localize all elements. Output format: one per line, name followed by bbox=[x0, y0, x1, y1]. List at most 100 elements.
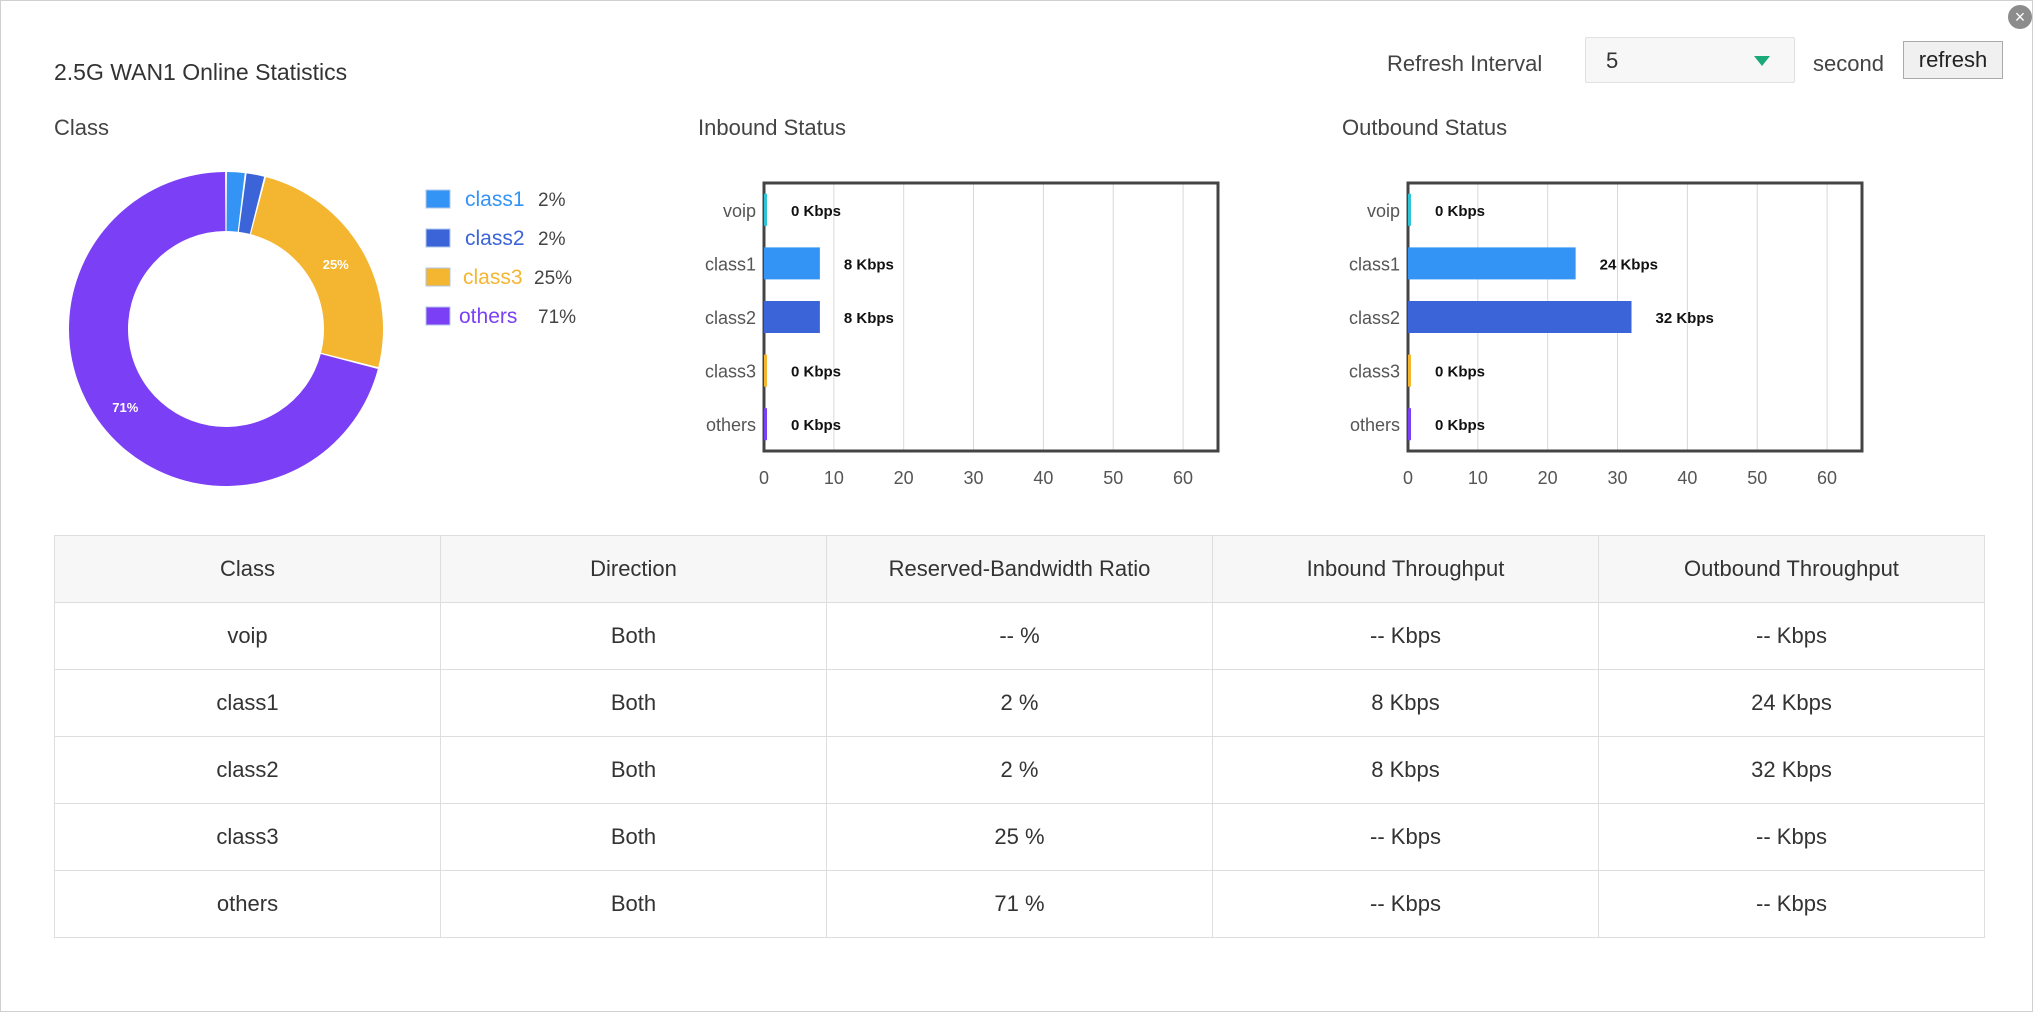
outbound-tick-label: 50 bbox=[1747, 468, 1767, 488]
table-row: class1 Both 2 % 8 Kbps 24 Kbps bbox=[54, 669, 1985, 737]
outbound-bar-others bbox=[1408, 408, 1411, 441]
inbound-bar-class3 bbox=[764, 354, 767, 387]
inbound-tick-label: 10 bbox=[824, 468, 844, 488]
pie-slice-label: 71% bbox=[112, 400, 138, 415]
cell-direction: Both bbox=[440, 870, 827, 938]
legend-value-class3: 25% bbox=[534, 268, 572, 289]
table-row: voip Both -- % -- Kbps -- Kbps bbox=[54, 602, 1985, 670]
outbound-category-class2: class2 bbox=[1349, 308, 1400, 328]
page-title: 2.5G WAN1 Online Statistics bbox=[54, 59, 348, 85]
second-label: second bbox=[1813, 51, 1884, 76]
pie-slice-class3 bbox=[250, 177, 383, 368]
cell-class: voip bbox=[54, 602, 441, 670]
inbound-data-label-others: 0 Kbps bbox=[791, 417, 841, 434]
outbound-data-label-voip: 0 Kbps bbox=[1435, 203, 1485, 220]
outbound-data-label-others: 0 Kbps bbox=[1435, 417, 1485, 434]
header-inbound-throughput: Inbound Throughput bbox=[1212, 535, 1599, 603]
cell-inbound: 8 Kbps bbox=[1212, 669, 1599, 737]
inbound-category-class3: class3 bbox=[705, 362, 756, 382]
inbound-category-class2: class2 bbox=[705, 308, 756, 328]
inbound-section-title: Inbound Status bbox=[698, 115, 847, 140]
cell-inbound: -- Kbps bbox=[1212, 602, 1599, 670]
close-icon[interactable]: × bbox=[2008, 5, 2032, 29]
cell-direction: Both bbox=[440, 669, 827, 737]
legend-value-others: 71% bbox=[538, 307, 576, 328]
table-row: others Both 71 % -- Kbps -- Kbps bbox=[54, 870, 1985, 938]
cell-outbound: 32 Kbps bbox=[1598, 736, 1985, 804]
cell-ratio: 25 % bbox=[826, 803, 1213, 871]
inbound-tick-label: 60 bbox=[1173, 468, 1193, 488]
class-section-title: Class bbox=[54, 115, 110, 140]
outbound-bar-class1 bbox=[1408, 247, 1576, 280]
outbound-bar-class3 bbox=[1408, 354, 1411, 387]
inbound-bar-class2 bbox=[764, 301, 820, 333]
cell-outbound: -- Kbps bbox=[1598, 602, 1985, 670]
cell-class: class3 bbox=[54, 803, 441, 871]
inbound-category-voip: voip bbox=[723, 201, 756, 221]
cell-ratio: 2 % bbox=[826, 669, 1213, 737]
cell-inbound: 8 Kbps bbox=[1212, 736, 1599, 804]
cell-class: class1 bbox=[54, 669, 441, 737]
cell-ratio: 71 % bbox=[826, 870, 1213, 938]
outbound-bar-voip bbox=[1408, 193, 1411, 226]
legend-value-class2: 2% bbox=[538, 229, 566, 250]
table-header-row: Class Direction Reserved-Bandwidth Ratio… bbox=[54, 535, 1985, 603]
outbound-section-title: Outbound Status bbox=[1342, 115, 1508, 140]
legend-label-class2: class2 bbox=[465, 227, 525, 250]
caret-down-icon bbox=[1754, 56, 1770, 66]
outbound-tick-label: 30 bbox=[1608, 468, 1628, 488]
cell-ratio: -- % bbox=[826, 602, 1213, 670]
inbound-data-label-voip: 0 Kbps bbox=[791, 203, 841, 220]
outbound-tick-label: 0 bbox=[1403, 468, 1413, 488]
pie-slice-label: 25% bbox=[323, 257, 349, 272]
cell-direction: Both bbox=[440, 803, 827, 871]
cell-direction: Both bbox=[440, 602, 827, 670]
refresh-interval-value: 5 bbox=[1606, 48, 1619, 73]
inbound-bar-voip bbox=[764, 193, 767, 226]
cell-ratio: 2 % bbox=[826, 736, 1213, 804]
pie-slice-class1 bbox=[226, 172, 245, 232]
inbound-tick-label: 0 bbox=[759, 468, 769, 488]
header-reserved-ratio: Reserved-Bandwidth Ratio bbox=[826, 535, 1213, 603]
legend-swatch-others bbox=[425, 306, 451, 326]
table-row: class2 Both 2 % 8 Kbps 32 Kbps bbox=[54, 736, 1985, 804]
outbound-tick-label: 10 bbox=[1468, 468, 1488, 488]
inbound-data-label-class2: 8 Kbps bbox=[844, 310, 894, 327]
cell-inbound: -- Kbps bbox=[1212, 803, 1599, 871]
inbound-tick-label: 30 bbox=[964, 468, 984, 488]
outbound-data-label-class1: 24 Kbps bbox=[1600, 256, 1658, 273]
refresh-interval-select[interactable]: 5 bbox=[1585, 37, 1795, 83]
pie-slice-class2 bbox=[238, 173, 265, 234]
inbound-data-label-class3: 0 Kbps bbox=[791, 364, 841, 381]
legend-swatch-class3 bbox=[425, 267, 451, 287]
inbound-bar-class1 bbox=[764, 247, 820, 280]
refresh-button[interactable]: refresh bbox=[1903, 41, 2003, 79]
outbound-bar-class2 bbox=[1408, 301, 1632, 333]
statistics-table: Class Direction Reserved-Bandwidth Ratio… bbox=[54, 535, 1985, 938]
cell-class: others bbox=[54, 870, 441, 938]
header-class: Class bbox=[54, 535, 441, 603]
inbound-tick-label: 40 bbox=[1033, 468, 1053, 488]
header-direction: Direction bbox=[440, 535, 827, 603]
cell-outbound: 24 Kbps bbox=[1598, 669, 1985, 737]
outbound-data-label-class3: 0 Kbps bbox=[1435, 364, 1485, 381]
inbound-bar-others bbox=[764, 408, 767, 441]
pie-slice-others bbox=[68, 172, 378, 487]
cell-direction: Both bbox=[440, 736, 827, 804]
inbound-category-class1: class1 bbox=[705, 254, 756, 274]
inbound-tick-label: 20 bbox=[894, 468, 914, 488]
cell-outbound: -- Kbps bbox=[1598, 803, 1985, 871]
cell-inbound: -- Kbps bbox=[1212, 870, 1599, 938]
outbound-tick-label: 60 bbox=[1817, 468, 1837, 488]
legend-label-class3: class3 bbox=[463, 266, 523, 289]
cell-outbound: -- Kbps bbox=[1598, 870, 1985, 938]
cell-class: class2 bbox=[54, 736, 441, 804]
refresh-interval-label: Refresh Interval bbox=[1387, 51, 1543, 76]
inbound-category-others: others bbox=[706, 415, 756, 435]
legend-swatch-class1 bbox=[425, 189, 451, 209]
outbound-category-others: others bbox=[1350, 415, 1400, 435]
legend-swatch-class2 bbox=[425, 228, 451, 248]
legend-value-class1: 2% bbox=[538, 190, 566, 211]
charts-canvas: 25% 71% class1 2% class2 2% class3 25% others 71%… bbox=[68, 172, 1864, 488]
